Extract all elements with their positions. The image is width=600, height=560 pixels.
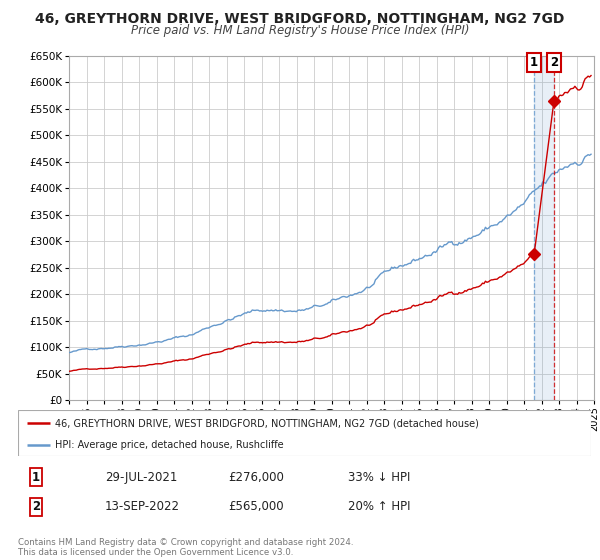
Text: £276,000: £276,000 <box>228 470 284 484</box>
Text: 33% ↓ HPI: 33% ↓ HPI <box>348 470 410 484</box>
Text: HPI: Average price, detached house, Rushcliffe: HPI: Average price, detached house, Rush… <box>55 440 284 450</box>
Text: Contains HM Land Registry data © Crown copyright and database right 2024.
This d: Contains HM Land Registry data © Crown c… <box>18 538 353 557</box>
Text: 1: 1 <box>32 470 40 484</box>
Bar <box>534 56 554 400</box>
Text: 46, GREYTHORN DRIVE, WEST BRIDGFORD, NOTTINGHAM, NG2 7GD: 46, GREYTHORN DRIVE, WEST BRIDGFORD, NOT… <box>35 12 565 26</box>
Text: 46, GREYTHORN DRIVE, WEST BRIDGFORD, NOTTINGHAM, NG2 7GD (detached house): 46, GREYTHORN DRIVE, WEST BRIDGFORD, NOT… <box>55 418 479 428</box>
Text: 13-SEP-2022: 13-SEP-2022 <box>105 500 180 514</box>
Text: 2: 2 <box>32 500 40 514</box>
Text: 20% ↑ HPI: 20% ↑ HPI <box>348 500 410 514</box>
Text: 2: 2 <box>550 56 558 69</box>
Text: 29-JUL-2021: 29-JUL-2021 <box>105 470 178 484</box>
Text: £565,000: £565,000 <box>228 500 284 514</box>
Text: 1: 1 <box>530 56 538 69</box>
Text: Price paid vs. HM Land Registry's House Price Index (HPI): Price paid vs. HM Land Registry's House … <box>131 24 469 36</box>
